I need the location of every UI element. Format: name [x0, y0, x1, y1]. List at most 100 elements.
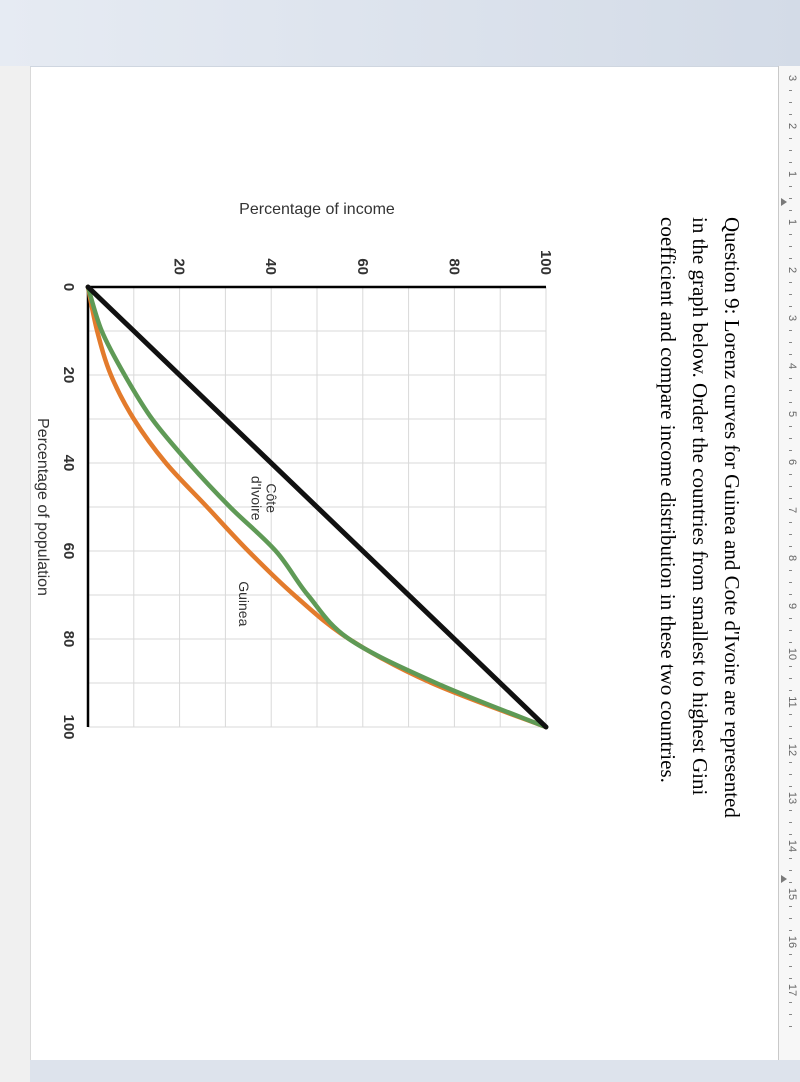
ruler-tick — [789, 930, 792, 931]
ruler-tick — [789, 546, 792, 547]
chart-labels: 0 20 40 60 80 100 20 40 60 80 100 Percentage of pop… — [34, 201, 554, 740]
question-line-3: coefficient and compare income distribut… — [656, 217, 680, 783]
ruler-tick — [789, 354, 792, 355]
ruler-tick — [789, 438, 792, 439]
ruler-label: 2 — [786, 266, 798, 274]
chart-series — [85, 284, 549, 730]
document-page[interactable] — [30, 67, 779, 1060]
ruler-tick — [789, 282, 792, 283]
window-top-band — [0, 0, 800, 66]
ruler-tick — [789, 246, 792, 247]
cote-divoire-label: Côte — [264, 483, 280, 513]
ruler-tick — [789, 114, 792, 115]
rotated-page-content: Question 9: Lorenz curves for Guinea and… — [30, 67, 778, 1060]
ruler-tick — [789, 882, 792, 883]
ruler-label: 1 — [786, 170, 798, 178]
ruler-scale: 3 2 1 1 2 3 4 5 6 7 8 9 10 11 12 13 14 15 16 17 — [779, 66, 800, 1066]
ruler-tick — [789, 306, 792, 307]
ruler-tick — [789, 966, 792, 967]
ruler-tick — [789, 498, 792, 499]
ruler-tick — [789, 210, 792, 211]
ruler-label: 6 — [786, 458, 798, 466]
ruler-tick — [789, 426, 792, 427]
ruler-label: 10 — [786, 647, 798, 661]
ruler-label: 3 — [786, 314, 798, 322]
ruler-label: 2 — [786, 122, 798, 130]
y-tick-label: 80 — [445, 258, 462, 275]
ruler-tick — [789, 102, 792, 103]
x-tick-label: 20 — [60, 367, 77, 384]
ruler-tick — [789, 954, 792, 955]
ruler-tick — [789, 90, 792, 91]
y-tick-label: 40 — [262, 258, 279, 275]
ruler-tick — [789, 1026, 792, 1027]
ruler-tick — [789, 726, 792, 727]
lorenz-chart[interactable]: 0 20 40 60 80 100 20 40 60 80 100 Percentage of pop… — [33, 192, 578, 752]
ruler-tick — [789, 162, 792, 163]
ruler-label: 11 — [786, 696, 798, 708]
ruler-label: 8 — [786, 554, 798, 562]
ruler-tick — [789, 198, 792, 199]
ruler-tick — [789, 678, 792, 679]
guinea-label: Guinea — [236, 581, 252, 626]
ruler-tick — [789, 918, 792, 919]
ruler-tick — [789, 690, 792, 691]
ruler-tick — [789, 810, 792, 811]
ruler-label: 12 — [786, 743, 798, 757]
ruler-tick — [789, 402, 792, 403]
ruler-tick — [789, 1002, 792, 1003]
indent-marker-icon[interactable] — [781, 198, 787, 206]
ruler-label: 13 — [786, 791, 798, 805]
ruler-tick — [789, 978, 792, 979]
ruler-tick — [789, 186, 792, 187]
x-tick-label: 100 — [60, 714, 77, 739]
page-top-edge — [30, 66, 778, 67]
ruler-tick — [789, 774, 792, 775]
ruler-label: 4 — [786, 362, 798, 370]
ruler-label: 9 — [786, 602, 798, 610]
ruler-tick — [789, 294, 792, 295]
y-tick-label: 100 — [537, 250, 554, 275]
ruler-label: 5 — [786, 410, 798, 418]
ruler-tick — [789, 630, 792, 631]
ruler-tick — [789, 258, 792, 259]
question-line-2: in the graph below. Order the countries … — [688, 217, 712, 796]
ruler-tick — [789, 534, 792, 535]
x-tick-label: 0 — [60, 283, 77, 291]
ruler-tick — [789, 834, 792, 835]
right-indent-marker-icon[interactable] — [781, 874, 787, 883]
ruler-tick — [789, 738, 792, 739]
vertical-ruler[interactable]: 3 2 1 1 2 3 4 5 6 7 8 9 10 11 12 13 14 15 16 17 — [778, 66, 800, 1066]
ruler-tick — [789, 378, 792, 379]
ruler-tick — [789, 450, 792, 451]
ruler-tick — [789, 618, 792, 619]
ruler-tick — [789, 330, 792, 331]
x-tick-label: 60 — [60, 543, 77, 560]
y-tick-label: 60 — [354, 258, 371, 275]
question-line-1: Question 9: Lorenz curves for Guinea and… — [720, 217, 744, 818]
ruler-tick — [789, 786, 792, 787]
ruler-label: 7 — [786, 506, 798, 514]
ruler-tick — [789, 474, 792, 475]
ruler-label: 14 — [786, 839, 798, 853]
x-axis-title: Percentage of population — [34, 418, 51, 596]
ruler-tick — [789, 906, 792, 907]
ruler-label: 17 — [786, 983, 798, 997]
y-tick-label: 20 — [171, 258, 188, 275]
y-axis-title: Percentage of income — [239, 201, 395, 218]
ruler-tick — [789, 486, 792, 487]
ruler-tick — [789, 666, 792, 667]
ruler-tick — [789, 858, 792, 859]
ruler-tick — [789, 870, 792, 871]
ruler-tick — [789, 1014, 792, 1015]
ruler-label: 3 — [786, 74, 798, 82]
question-text[interactable]: Question 9: Lorenz curves for Guinea and… — [652, 217, 748, 1017]
ruler-tick — [789, 642, 792, 643]
ruler-tick — [789, 522, 792, 523]
equality-line — [85, 284, 549, 730]
chart-grid — [88, 287, 547, 728]
ruler-tick — [789, 342, 792, 343]
ruler-tick — [789, 138, 792, 139]
ruler-label: 15 — [786, 887, 798, 901]
cote-divoire-curve — [85, 284, 549, 730]
